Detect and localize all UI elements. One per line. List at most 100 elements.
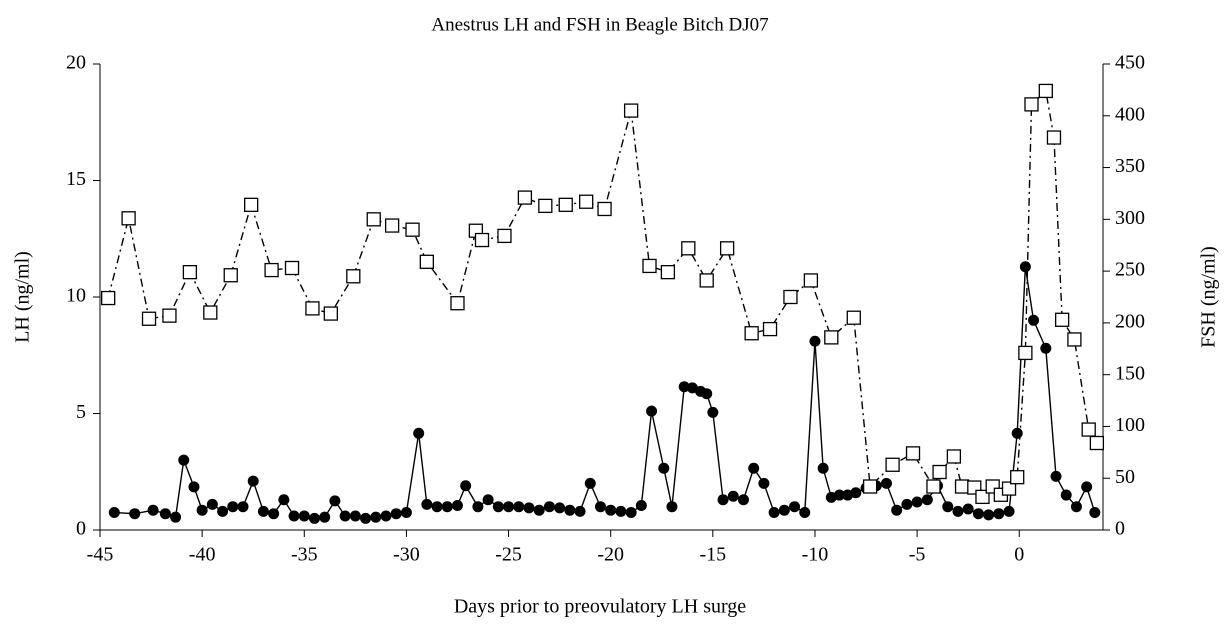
x-tick-label: -5 bbox=[909, 544, 926, 566]
marker bbox=[1028, 314, 1040, 326]
marker bbox=[141, 311, 157, 326]
marker bbox=[717, 494, 729, 506]
marker bbox=[405, 222, 420, 237]
marker bbox=[942, 501, 954, 513]
marker bbox=[699, 273, 714, 288]
marker bbox=[284, 260, 300, 276]
marker bbox=[159, 508, 171, 520]
marker bbox=[203, 305, 218, 320]
marker bbox=[1089, 435, 1105, 451]
marker bbox=[1038, 83, 1053, 99]
marker bbox=[642, 258, 657, 274]
marker bbox=[497, 228, 512, 244]
marker bbox=[744, 326, 759, 341]
marker bbox=[911, 496, 923, 508]
marker bbox=[681, 241, 696, 256]
marker bbox=[543, 501, 555, 513]
marker bbox=[206, 498, 218, 510]
marker bbox=[817, 462, 829, 474]
marker bbox=[413, 427, 425, 439]
marker bbox=[366, 212, 381, 227]
marker bbox=[1019, 261, 1031, 273]
marker bbox=[762, 321, 778, 337]
marker bbox=[244, 197, 259, 212]
marker bbox=[623, 103, 639, 118]
y-tick-label: 10 bbox=[66, 285, 86, 307]
marker bbox=[1010, 470, 1025, 485]
marker bbox=[482, 494, 494, 506]
marker bbox=[993, 508, 1005, 520]
marker bbox=[707, 406, 719, 418]
y-tick-label: 0 bbox=[76, 518, 86, 540]
marker bbox=[983, 509, 995, 521]
y2-tick-label: 350 bbox=[1115, 155, 1145, 177]
marker bbox=[574, 505, 586, 517]
x-tick-label: -20 bbox=[597, 544, 624, 566]
marker bbox=[803, 273, 819, 288]
marker bbox=[360, 512, 372, 524]
marker bbox=[450, 296, 465, 311]
marker bbox=[247, 475, 259, 487]
marker bbox=[1001, 481, 1017, 496]
y2-tick-label: 450 bbox=[1115, 52, 1145, 74]
marker bbox=[390, 508, 402, 520]
marker bbox=[257, 505, 269, 517]
marker bbox=[901, 498, 913, 510]
marker bbox=[701, 388, 713, 400]
chart-title: Anestrus LH and FSH in Beagle Bitch DJ07 bbox=[431, 14, 768, 35]
y-axis-label: LH (ng/ml) bbox=[12, 251, 34, 343]
marker bbox=[862, 479, 878, 494]
marker bbox=[431, 501, 443, 513]
marker bbox=[809, 335, 821, 347]
marker bbox=[758, 477, 770, 489]
marker bbox=[666, 501, 678, 513]
marker bbox=[1018, 345, 1033, 361]
marker bbox=[678, 381, 690, 393]
marker bbox=[719, 241, 735, 256]
marker bbox=[921, 494, 933, 506]
marker bbox=[1046, 130, 1062, 145]
marker bbox=[492, 501, 504, 513]
marker bbox=[196, 504, 208, 516]
marker bbox=[954, 479, 970, 494]
marker bbox=[421, 498, 433, 510]
marker bbox=[1089, 507, 1101, 519]
marker bbox=[346, 269, 361, 284]
marker bbox=[783, 289, 798, 305]
marker bbox=[880, 477, 892, 489]
marker bbox=[625, 507, 637, 519]
marker bbox=[288, 510, 300, 522]
marker bbox=[926, 479, 941, 494]
marker bbox=[278, 494, 290, 506]
y-tick-label: 15 bbox=[66, 168, 86, 190]
marker bbox=[223, 268, 238, 283]
series-line bbox=[114, 266, 1096, 520]
y2-tick-label: 300 bbox=[1115, 207, 1145, 229]
marker bbox=[605, 504, 617, 516]
y-tick-label: 20 bbox=[66, 52, 86, 74]
marker bbox=[1081, 481, 1093, 493]
marker bbox=[400, 507, 412, 519]
marker bbox=[778, 504, 790, 516]
x-tick-label: -30 bbox=[393, 544, 420, 566]
x-tick-label: -45 bbox=[87, 544, 114, 566]
marker bbox=[972, 508, 984, 520]
marker bbox=[339, 510, 351, 522]
marker bbox=[952, 505, 964, 517]
marker bbox=[329, 495, 341, 507]
marker bbox=[558, 197, 573, 212]
marker bbox=[1060, 489, 1072, 501]
marker bbox=[597, 201, 612, 217]
marker bbox=[1011, 427, 1023, 439]
marker bbox=[1003, 505, 1015, 517]
y2-axis-label: FSH (ng/ml) bbox=[1198, 246, 1220, 348]
marker bbox=[1024, 97, 1039, 112]
marker bbox=[513, 501, 525, 513]
marker bbox=[264, 262, 279, 278]
marker bbox=[188, 481, 200, 493]
marker bbox=[503, 501, 515, 513]
marker bbox=[419, 254, 434, 269]
marker bbox=[789, 501, 801, 513]
x-tick-label: 0 bbox=[1014, 544, 1024, 566]
